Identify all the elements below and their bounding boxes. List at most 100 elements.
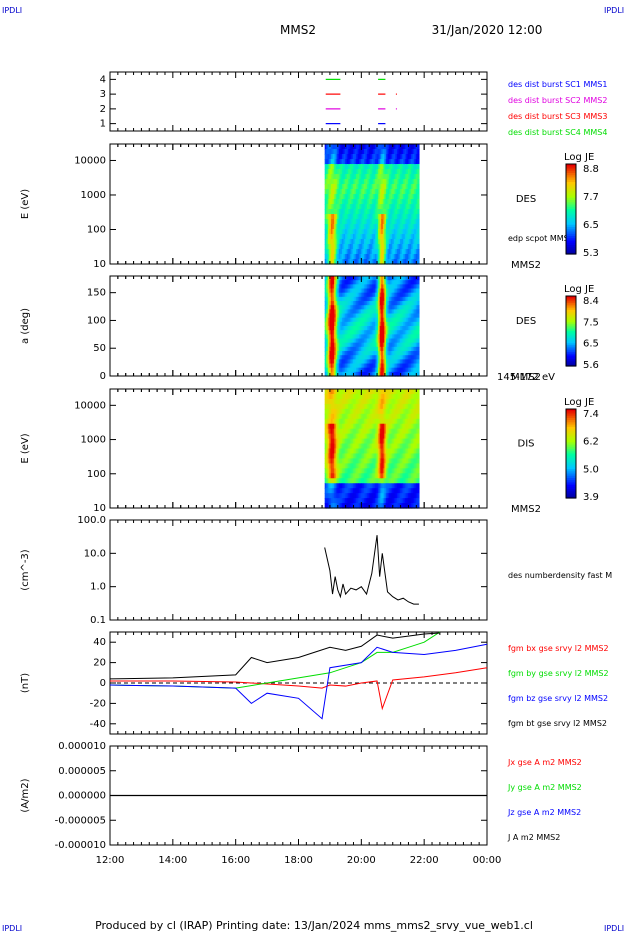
spectrogram-cell [352, 169, 356, 175]
spectrogram-cell [329, 334, 332, 340]
spectrogram-cell [334, 346, 337, 352]
spectrogram-cell [357, 393, 360, 400]
spectrogram-cell [324, 179, 327, 185]
spectrogram-cell [326, 292, 329, 298]
spectrogram-cell [393, 149, 396, 155]
spectrogram-cell [362, 305, 365, 310]
spectrogram-cell [352, 144, 356, 150]
spectrogram-cell [403, 288, 406, 294]
spectrogram-cell [407, 144, 411, 150]
spectrogram-cell [334, 224, 337, 230]
spectrogram-cell [385, 363, 389, 369]
spectrogram-cell [343, 351, 346, 356]
spectrogram-cell [349, 330, 352, 335]
spectrogram-cell [335, 309, 338, 315]
spectrogram-cell [398, 367, 401, 373]
spectrogram-cell [335, 498, 338, 504]
spectrogram-cell [381, 305, 384, 310]
spectrogram-cell [385, 326, 389, 331]
spectrogram-cell [396, 326, 400, 331]
spectrogram-cell [376, 301, 379, 306]
spectrogram-cell [341, 408, 345, 415]
spectrogram-cell [345, 169, 348, 175]
spectrogram-cell [330, 367, 334, 373]
spectrogram-cell [356, 428, 359, 435]
spectrogram-cell [384, 346, 387, 352]
spectrogram-cell [340, 355, 343, 360]
spectrogram-cell [367, 288, 370, 294]
spectrogram-cell [334, 154, 337, 160]
spectrogram-cell [351, 224, 354, 230]
spectrogram-cell [341, 355, 345, 360]
spectrogram-cell [381, 428, 384, 435]
spectrogram-cell [407, 309, 411, 315]
spectrogram-cell [379, 413, 382, 420]
spectrogram-cell [327, 330, 330, 335]
spectrogram-cell [382, 453, 385, 460]
spectrogram-cell [374, 234, 378, 240]
spectrogram-cell [335, 488, 338, 494]
spectrogram-cell [407, 199, 411, 205]
spectrogram-cell [411, 330, 414, 335]
spectrogram-cell [357, 463, 360, 469]
spectrogram-cell [368, 498, 371, 504]
spectrogram-cell [384, 453, 387, 460]
spectrogram-cell [356, 239, 359, 245]
spectrogram-cell [392, 204, 395, 210]
spectrogram-cell [385, 443, 389, 450]
spectrogram-cell [326, 448, 329, 455]
spectrogram-cell [385, 448, 389, 455]
spectrogram-cell [341, 351, 345, 356]
spectrogram-cell [341, 428, 345, 435]
spectrogram-cell [389, 244, 392, 250]
spectrogram-cell [338, 468, 341, 474]
spectrogram-cell [345, 144, 348, 150]
spectrogram-cell [341, 284, 345, 290]
spectrogram-cell [359, 184, 362, 190]
spectrogram-cell [368, 296, 371, 302]
spectrogram-cell [371, 351, 374, 356]
energy-band-label: 145-172 eV [497, 372, 555, 383]
spectrogram-cell [378, 398, 381, 405]
spectrogram-cell [360, 276, 363, 281]
spectrogram-cell [407, 280, 411, 285]
spectrogram-cell [345, 244, 348, 250]
spectrogram-cell [329, 473, 332, 479]
spectrogram-cell [371, 393, 374, 400]
spectrogram-cell [368, 326, 371, 331]
spectrogram-cell [330, 209, 334, 215]
spectrogram-cell [365, 214, 368, 220]
spectrogram-cell [379, 149, 382, 155]
spectrogram-cell [330, 154, 334, 160]
spectrogram-cell [381, 224, 384, 230]
spectrogram-cell [393, 317, 396, 323]
spectrogram-cell [335, 209, 338, 215]
spectrogram-cell [337, 428, 340, 435]
spectrogram-cell [395, 280, 398, 285]
spectrogram-cell [334, 413, 337, 420]
spectrogram-cell [357, 321, 360, 327]
spectrogram-cell [334, 367, 337, 373]
spectrogram-cell [374, 280, 378, 285]
spectrogram-cell [343, 219, 346, 225]
spectrogram-cell [374, 443, 378, 450]
spectrogram-cell [414, 301, 417, 306]
spectrogram-cell [387, 174, 390, 180]
spectrogram-cell [409, 363, 412, 369]
spectrogram-cell [357, 224, 360, 230]
spectrogram-cell [395, 346, 398, 352]
spectrogram-cell [360, 292, 363, 298]
spectrogram-cell [384, 296, 387, 302]
spectrogram-cell [378, 453, 381, 460]
spectrogram-cell [360, 346, 363, 352]
spectrogram-cell [360, 280, 363, 285]
spectrogram-cell [401, 355, 404, 360]
spectrogram-cell [387, 309, 390, 315]
spectrogram-cell [362, 209, 365, 215]
spectrogram-cell [412, 330, 415, 335]
spectrogram-cell [382, 448, 385, 455]
spectrogram-cell [393, 159, 396, 165]
spectrogram-cell [367, 284, 370, 290]
spectrogram-cell [330, 393, 334, 400]
spectrogram-cell [389, 326, 392, 331]
